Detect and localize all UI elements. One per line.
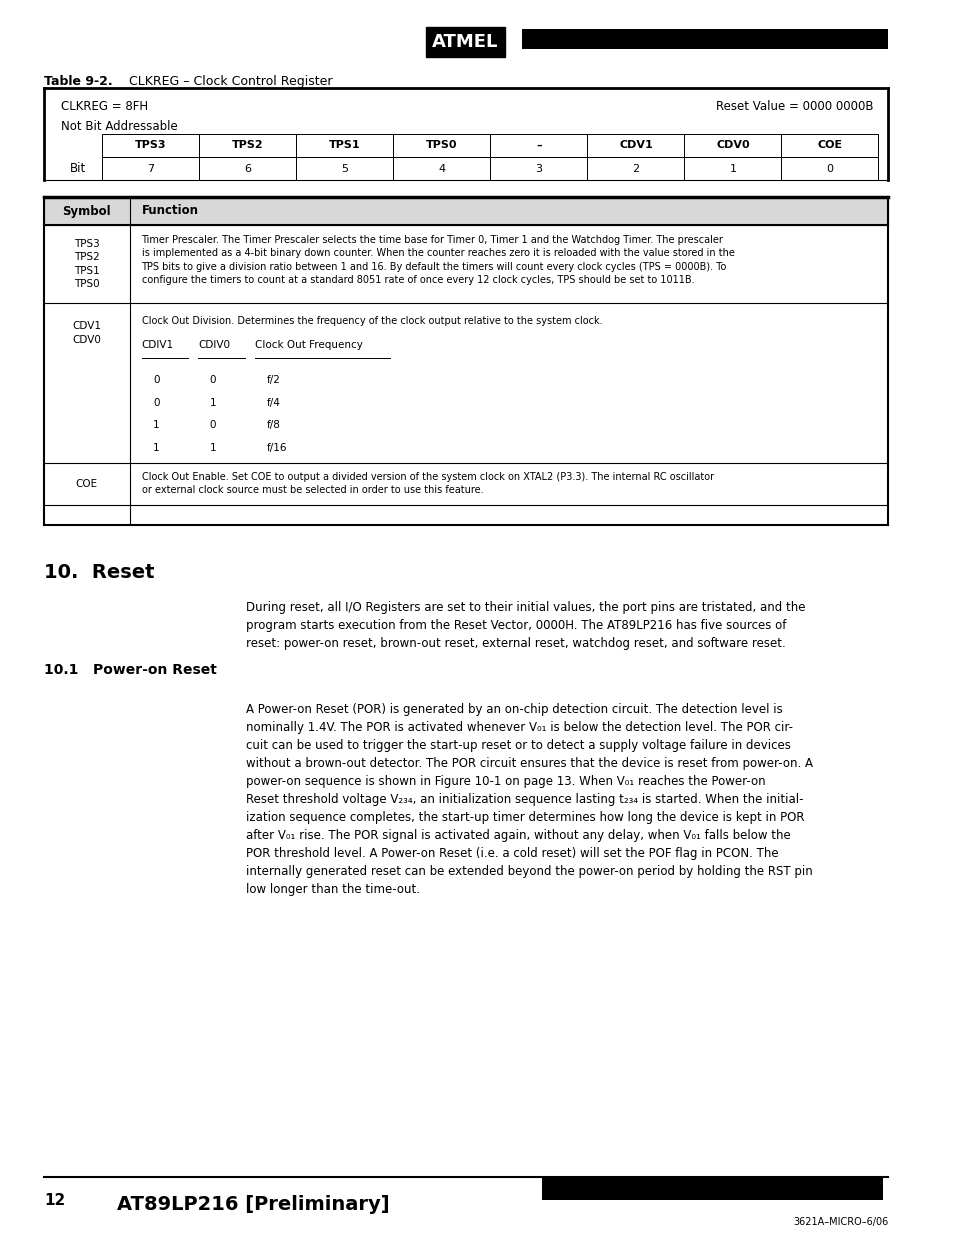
Text: A Power-on Reset (POR) is generated by an on-chip detection circuit. The detecti: A Power-on Reset (POR) is generated by a… (246, 703, 812, 897)
Text: 10.1   Power-on Reset: 10.1 Power-on Reset (44, 663, 216, 677)
Text: 0: 0 (153, 398, 159, 408)
Bar (199, 135, 296, 157)
Bar (393, 135, 490, 157)
Text: Reset Value = 0000 0000B: Reset Value = 0000 0000B (715, 100, 873, 112)
Text: 0: 0 (153, 375, 159, 385)
Text: Bit: Bit (70, 162, 86, 175)
Text: Not Bit Addressable: Not Bit Addressable (60, 121, 177, 133)
Bar (781, 135, 878, 157)
Bar (296, 157, 393, 180)
Text: TPS2: TPS2 (232, 141, 263, 151)
Text: 4: 4 (437, 163, 445, 173)
Text: f/8: f/8 (266, 420, 280, 430)
Text: 1: 1 (153, 420, 160, 430)
Text: 0: 0 (210, 375, 216, 385)
Text: f/16: f/16 (266, 442, 287, 452)
Text: Clock Out Division. Determines the frequency of the clock output relative to the: Clock Out Division. Determines the frequ… (141, 316, 601, 326)
Text: 6: 6 (244, 163, 252, 173)
Bar (683, 157, 781, 180)
Text: f/4: f/4 (266, 398, 280, 408)
Bar (587, 157, 683, 180)
Bar (683, 135, 781, 157)
Text: 0: 0 (825, 163, 833, 173)
Bar (102, 157, 199, 180)
Text: ATMEL: ATMEL (432, 33, 498, 51)
Text: 3: 3 (535, 163, 542, 173)
Bar (587, 135, 683, 157)
Bar (102, 135, 199, 157)
Text: TPS1: TPS1 (329, 141, 360, 151)
Text: 7: 7 (148, 163, 154, 173)
Text: CDV1
CDV0: CDV1 CDV0 (72, 321, 101, 345)
Text: 10.  Reset: 10. Reset (44, 563, 154, 582)
Bar (781, 157, 878, 180)
Text: 2: 2 (632, 163, 639, 173)
Text: Table 9-2.: Table 9-2. (44, 75, 112, 88)
Text: Clock Out Frequency: Clock Out Frequency (254, 340, 362, 350)
Text: CDV0: CDV0 (716, 141, 749, 151)
Bar (393, 157, 490, 180)
Text: 5: 5 (341, 163, 348, 173)
Text: AT89LP216 [Preliminary]: AT89LP216 [Preliminary] (117, 1195, 390, 1214)
Text: CDIV0: CDIV0 (198, 340, 230, 350)
Bar (490, 135, 587, 157)
Text: TPS0: TPS0 (426, 141, 457, 151)
Text: 1: 1 (210, 398, 216, 408)
Text: COE: COE (817, 141, 841, 151)
Text: 3621A–MICRO–6/06: 3621A–MICRO–6/06 (792, 1216, 887, 1228)
Text: TPS3: TPS3 (135, 141, 167, 151)
Text: –: – (536, 141, 541, 151)
Text: TPS3
TPS2
TPS1
TPS0: TPS3 TPS2 TPS1 TPS0 (74, 240, 100, 289)
Text: CDV1: CDV1 (618, 141, 652, 151)
Text: 1: 1 (210, 442, 216, 452)
Bar (541, 1178, 882, 1200)
Bar (521, 28, 887, 49)
Text: 1: 1 (729, 163, 736, 173)
Text: CLKREG = 8FH: CLKREG = 8FH (60, 100, 148, 112)
Bar (199, 157, 296, 180)
Text: 1: 1 (153, 442, 160, 452)
Bar (490, 157, 587, 180)
Text: Clock Out Enable. Set COE to output a divided version of the system clock on XTA: Clock Out Enable. Set COE to output a di… (141, 472, 713, 495)
Text: Function: Function (141, 205, 198, 217)
Text: Timer Prescaler. The Timer Prescaler selects the time base for Timer 0, Timer 1 : Timer Prescaler. The Timer Prescaler sel… (141, 235, 734, 285)
Text: Symbol: Symbol (63, 205, 112, 217)
Bar (44, 198, 887, 225)
Bar (296, 135, 393, 157)
Text: COE: COE (75, 479, 98, 489)
Text: f/2: f/2 (266, 375, 280, 385)
Text: 12: 12 (44, 1193, 65, 1208)
Text: CDIV1: CDIV1 (141, 340, 173, 350)
Text: During reset, all I/O Registers are set to their initial values, the port pins a: During reset, all I/O Registers are set … (246, 601, 804, 650)
Text: 0: 0 (210, 420, 216, 430)
Text: CLKREG – Clock Control Register: CLKREG – Clock Control Register (129, 75, 332, 88)
